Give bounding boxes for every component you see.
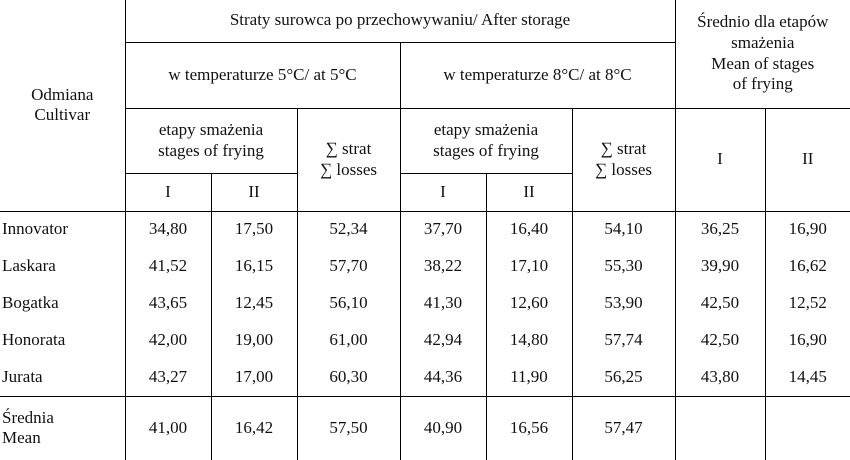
stage-ii-8-header: II [485, 173, 572, 212]
value-cell: 57,70 [296, 248, 400, 285]
sum-losses-header-5: ∑ strat ∑ losses [296, 108, 400, 212]
value-cell: 44,36 [399, 359, 486, 396]
value-cell [674, 395, 765, 460]
value-cell: 42,50 [674, 322, 765, 359]
value-cell: 16,90 [764, 211, 850, 248]
cultivar-name: Honorata [2, 330, 66, 350]
temp8-header: w temperaturze 8°C/ at 8°C [399, 42, 675, 109]
table-row: Bogatka 43,65 12,45 56,10 41,30 12,60 53… [0, 285, 850, 322]
value-cell: 53,90 [571, 285, 675, 322]
value-cell: 42,94 [399, 322, 486, 359]
cultivar-header: Odmiana Cultivar [0, 0, 125, 212]
mean-stages-header: Średnio dla etapów smażenia Mean of stag… [674, 0, 850, 109]
value-cell: 43,80 [674, 359, 765, 396]
value-cell: 55,30 [571, 248, 675, 285]
table-row: Innovator 34,80 17,50 52,34 37,70 16,40 … [0, 211, 850, 248]
sum-losses-header-8: ∑ strat ∑ losses [571, 108, 675, 212]
cultivar-name: Innovator [2, 219, 69, 239]
stage-i-8-header: I [399, 173, 486, 212]
value-cell: 57,47 [571, 395, 675, 460]
value-cell: 57,74 [571, 322, 675, 359]
value-cell: 12,52 [764, 285, 850, 322]
cultivar-name: Bogatka [2, 293, 59, 313]
value-cell: 34,80 [124, 211, 211, 248]
value-cell: 12,60 [485, 285, 572, 322]
value-cell: 42,00 [124, 322, 211, 359]
value-cell: 41,30 [399, 285, 486, 322]
value-cell [764, 395, 850, 460]
table-row: Jurata 43,27 17,00 60,30 44,36 11,90 56,… [0, 359, 850, 396]
value-cell: 56,25 [571, 359, 675, 396]
value-cell: 17,50 [210, 211, 297, 248]
value-cell: 14,45 [764, 359, 850, 396]
value-cell: 37,70 [399, 211, 486, 248]
value-cell: 16,90 [764, 322, 850, 359]
value-cell: 60,30 [296, 359, 400, 396]
value-cell: 43,27 [124, 359, 211, 396]
table-row: Honorata 42,00 19,00 61,00 42,94 14,80 5… [0, 322, 850, 359]
value-cell: 40,90 [399, 395, 486, 460]
mean-stage-ii-header: II [764, 108, 850, 212]
value-cell: 17,00 [210, 359, 297, 396]
mean-stage-i-header: I [674, 108, 765, 212]
value-cell: 19,00 [210, 322, 297, 359]
stages-header-8: etapy smażenia stages of frying [399, 108, 572, 174]
value-cell: 56,10 [296, 285, 400, 322]
value-cell: 61,00 [296, 322, 400, 359]
value-cell: 39,90 [674, 248, 765, 285]
cultivar-name: Jurata [2, 366, 43, 386]
value-cell: 16,42 [210, 395, 297, 460]
value-cell: 16,40 [485, 211, 572, 248]
value-cell: 12,45 [210, 285, 297, 322]
cultivar-name: Laskara [2, 256, 56, 276]
value-cell: 14,80 [485, 322, 572, 359]
value-cell: 11,90 [485, 359, 572, 396]
stages-header-5: etapy smażenia stages of frying [124, 108, 297, 174]
after-storage-header: Straty surowca po przechowywaniu/ After … [124, 0, 675, 43]
mean-row: Średnia Mean 41,00 16,42 57,50 40,90 16,… [0, 395, 850, 460]
value-cell: 42,50 [674, 285, 765, 322]
value-cell: 43,65 [124, 285, 211, 322]
value-cell: 16,56 [485, 395, 572, 460]
value-cell: 41,52 [124, 248, 211, 285]
value-cell: 16,15 [210, 248, 297, 285]
value-cell: 38,22 [399, 248, 486, 285]
value-cell: 52,34 [296, 211, 400, 248]
stage-i-5-header: I [124, 173, 211, 212]
mean-label: Średnia Mean [0, 395, 125, 460]
table-row: Laskara 41,52 16,15 57,70 38,22 17,10 55… [0, 248, 850, 285]
value-cell: 54,10 [571, 211, 675, 248]
stage-ii-5-header: II [210, 173, 297, 212]
value-cell: 36,25 [674, 211, 765, 248]
value-cell: 17,10 [485, 248, 572, 285]
value-cell: 16,62 [764, 248, 850, 285]
temp5-header: w temperaturze 5°C/ at 5°C [124, 42, 400, 109]
value-cell: 41,00 [124, 395, 211, 460]
value-cell: 57,50 [296, 395, 400, 460]
